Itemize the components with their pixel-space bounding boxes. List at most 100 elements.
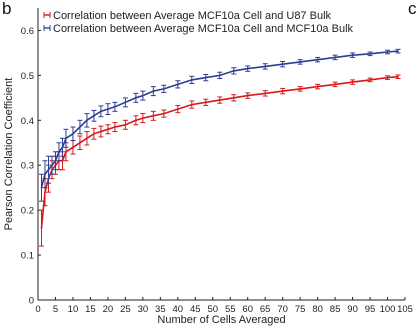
data-point [246, 94, 249, 97]
x-tick-label: 35 [155, 304, 166, 315]
data-point [232, 97, 235, 99]
data-point [44, 191, 46, 193]
data-point [334, 56, 336, 59]
data-point [204, 76, 207, 79]
legend-label-mcf10a: Correlation between Average MCF10a Cell … [53, 23, 354, 35]
data-point [124, 124, 127, 126]
y-tick-label: 0.4 [21, 116, 34, 127]
data-point [114, 106, 116, 108]
data-point [40, 186, 43, 189]
data-point [107, 108, 109, 110]
x-tick-label: 80 [312, 304, 323, 315]
data-point [107, 128, 109, 131]
data-point [135, 97, 137, 99]
data-point [93, 115, 95, 117]
data-point [316, 58, 319, 61]
data-point [65, 137, 67, 140]
data-point [114, 126, 116, 128]
data-point [281, 90, 284, 92]
legend-label-u87: Correlation between Average MCF10a Cell … [53, 10, 332, 22]
data-point [299, 88, 301, 90]
data-point [218, 74, 221, 77]
data-point [65, 150, 67, 153]
data-point [47, 168, 50, 171]
series-1 [38, 48, 401, 202]
y-tick-label: 0.2 [21, 206, 34, 217]
data-point [163, 112, 165, 115]
series-0 [38, 74, 401, 247]
x-tick-label: 25 [120, 304, 131, 315]
data-point [190, 79, 193, 81]
data-point [264, 92, 266, 95]
y-tick-label: 0.1 [21, 251, 34, 262]
data-point [232, 70, 235, 72]
data-point [190, 103, 193, 106]
x-tick-label: 55 [225, 304, 236, 315]
data-point [142, 94, 144, 97]
data-point [142, 117, 144, 119]
data-point [351, 54, 354, 56]
data-point [163, 88, 165, 90]
x-tick-label: 10 [68, 304, 79, 315]
data-point [86, 119, 88, 122]
x-tick-label: 60 [242, 304, 253, 315]
data-point [369, 53, 371, 55]
data-point [369, 79, 371, 81]
x-tick-label: 5 [53, 304, 58, 315]
data-point [124, 101, 127, 104]
data-point [40, 227, 43, 229]
data-point [72, 132, 74, 135]
data-point [100, 130, 102, 133]
series-line [40, 50, 399, 188]
x-tick-label: 65 [260, 304, 271, 315]
plot-area: 0 0.1 0.2 0.3 0.4 0.5 0.6 0 5 10 15 20 25 30 35 40 45 50 5… [21, 8, 413, 315]
data-point [386, 51, 389, 53]
x-tick-label: 30 [138, 304, 149, 315]
data-point [299, 61, 301, 63]
data-point [61, 146, 64, 149]
data-point [135, 119, 137, 122]
data-point [79, 141, 81, 144]
data-point [152, 115, 155, 117]
data-point [79, 126, 81, 128]
x-axis-title: Number of Cells Averaged [157, 314, 285, 326]
x-tick-label: 70 [277, 304, 288, 315]
data-point [54, 159, 57, 162]
y-tick-label: 0.5 [21, 71, 34, 82]
y-tick-label: 0.3 [21, 161, 34, 172]
data-point [51, 164, 53, 167]
data-point [316, 85, 319, 88]
panel-label-b: b [2, 0, 11, 18]
data-point [86, 137, 88, 140]
x-tick-label: 40 [173, 304, 184, 315]
data-point [152, 90, 155, 92]
data-point [100, 110, 102, 113]
y-tick-label: 0.6 [21, 26, 34, 37]
data-point [281, 63, 284, 65]
data-point [177, 108, 179, 110]
x-tick-label: 20 [103, 304, 114, 315]
data-point [177, 83, 179, 86]
data-point [264, 65, 266, 68]
data-point [204, 101, 207, 104]
data-point [397, 75, 399, 78]
data-point [334, 83, 336, 86]
data-point [58, 150, 60, 153]
panel-label-c: c [408, 0, 417, 18]
x-tick-label: 50 [207, 304, 218, 315]
data-point [386, 76, 389, 79]
x-tick-label: 0 [35, 304, 40, 315]
data-point [218, 99, 221, 101]
x-tick-label: 45 [190, 304, 201, 315]
y-axis-title: Pearson Correlation Coefficient [3, 78, 15, 231]
x-tick-label: 100 [380, 304, 396, 315]
data-point [397, 50, 399, 52]
x-tick-label: 105 [397, 304, 413, 315]
y-tick-label: 0 [29, 296, 34, 307]
x-tick-label: 85 [330, 304, 341, 315]
x-tick-label: 75 [295, 304, 306, 315]
x-tick-label: 95 [365, 304, 376, 315]
x-tick-label: 15 [85, 304, 96, 315]
data-point [93, 132, 95, 135]
